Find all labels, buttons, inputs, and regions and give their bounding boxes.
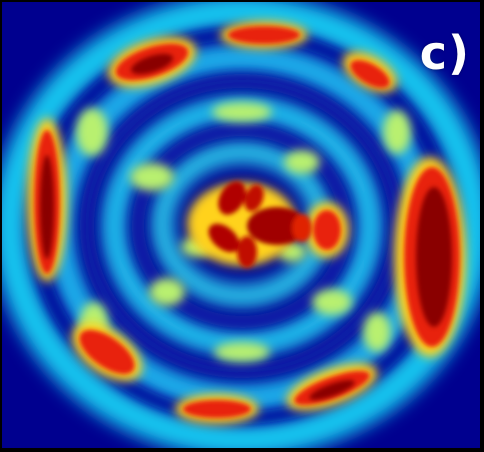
outer-cyan-ring: [2, 2, 480, 448]
green-lobe: [363, 312, 391, 352]
outer-dark-core: [416, 187, 452, 327]
outer-red-lobe: [79, 329, 135, 375]
center-lobe-halo: [187, 182, 297, 266]
central-source: [208, 181, 312, 268]
outer-red-lobe: [183, 400, 251, 418]
green-lobe: [130, 163, 174, 191]
outer-red-lobe: [228, 26, 300, 44]
green-lobe: [312, 289, 352, 315]
green-lobe: [214, 342, 270, 362]
green-lobe: [76, 108, 108, 156]
green-lobe: [284, 150, 320, 174]
wave-field-image: [2, 2, 480, 448]
green-lobe: [149, 278, 185, 306]
outer-red-lobe: [350, 60, 390, 88]
green-lobe: [212, 102, 272, 122]
green-lobe: [383, 110, 411, 154]
outer-dark-core: [130, 53, 174, 75]
outer-dark-core: [40, 155, 54, 259]
outer-dark-core: [309, 380, 355, 400]
center-red-lobe: [313, 210, 341, 250]
panel-label: c): [419, 26, 470, 80]
